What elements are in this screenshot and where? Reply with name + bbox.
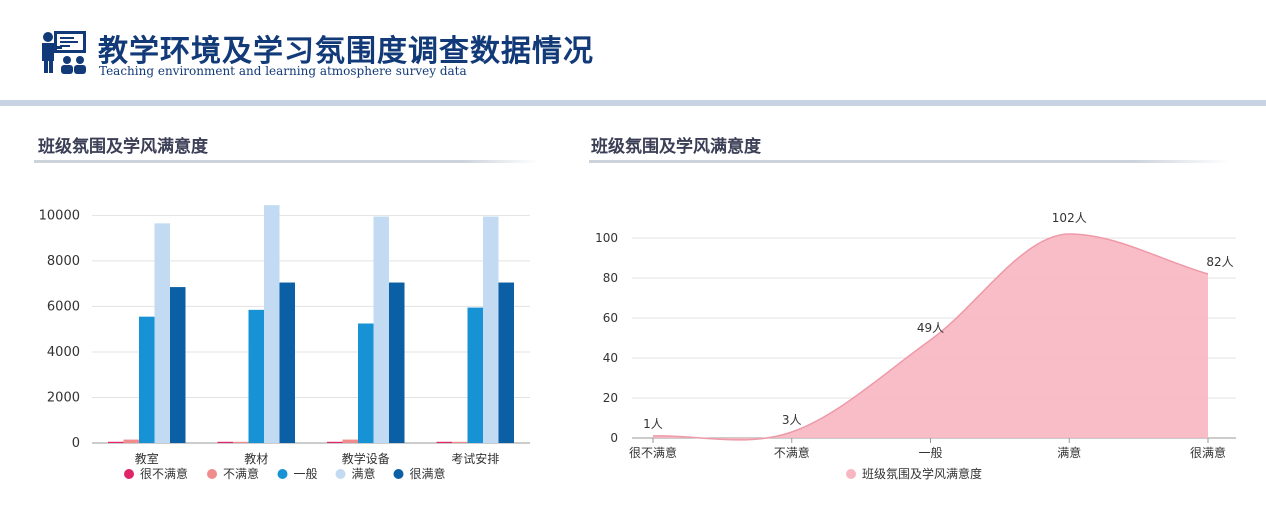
legend-marker [124, 469, 134, 479]
bar [452, 441, 468, 443]
legend-marker [207, 469, 217, 479]
bar [389, 282, 405, 443]
bar [264, 205, 280, 443]
left-panel-divider [34, 160, 539, 163]
legend-item: 很满意 [393, 466, 446, 481]
legend-label: 不满意 [223, 466, 259, 481]
legend-marker [393, 469, 404, 479]
data-label: 1人 [643, 417, 663, 431]
legend-label: 满意 [352, 466, 376, 481]
teacher-classroom-icon [42, 31, 86, 74]
y-tick-label: 6000 [47, 299, 80, 314]
page-header: 教学环境及学习氛围度调查数据情况 Teaching environment an… [0, 0, 1266, 100]
bar [248, 309, 264, 443]
bar [154, 223, 170, 443]
data-label: 49人 [917, 321, 944, 335]
bar [139, 316, 155, 443]
y-tick-label: 0 [610, 431, 618, 445]
bar [467, 307, 483, 443]
legend-marker [846, 469, 856, 479]
legend-item: 一般 [277, 466, 318, 481]
y-tick-label: 100 [595, 231, 618, 245]
area-line [652, 233, 1209, 441]
page-title: 教学环境及学习氛围度调查数据情况 [98, 34, 594, 69]
x-tick-label: 满意 [1057, 445, 1081, 460]
y-tick-label: 2000 [47, 390, 80, 405]
data-label: 102人 [1052, 211, 1087, 225]
y-tick-label: 60 [603, 311, 618, 325]
data-label: 3人 [782, 413, 802, 427]
bar [358, 323, 374, 443]
bar [373, 216, 389, 443]
legend-label: 一般 [294, 466, 318, 481]
bar [170, 287, 186, 443]
legend-item: 很不满意 [124, 466, 188, 481]
bar [483, 216, 499, 443]
legend-label: 很满意 [410, 466, 446, 481]
y-tick-label: 10000 [39, 208, 80, 223]
x-tick-label: 考试安排 [451, 451, 499, 466]
area-fill [653, 234, 1208, 440]
y-tick-label: 20 [603, 391, 618, 405]
legend-marker [335, 469, 346, 479]
y-tick-label: 40 [603, 351, 618, 365]
x-tick-label: 很不满意 [629, 445, 677, 460]
x-tick-label: 一般 [918, 445, 942, 460]
header-divider [0, 100, 1266, 106]
x-tick-label: 很满意 [1190, 445, 1226, 460]
bar [498, 282, 514, 443]
bar [279, 282, 295, 443]
right-panel-title: 班级氛围及学风满意度 [591, 137, 761, 157]
bar [436, 441, 452, 443]
bar [327, 441, 343, 443]
y-tick-label: 8000 [47, 254, 80, 269]
legend-marker [277, 469, 288, 479]
x-tick-label: 不满意 [774, 445, 810, 460]
bar [123, 439, 139, 443]
x-tick-label: 教室 [135, 451, 159, 466]
y-tick-label: 80 [603, 271, 618, 285]
bar [108, 441, 124, 443]
bar [233, 441, 249, 443]
x-tick-label: 教材 [244, 451, 268, 466]
right-panel-divider [589, 160, 1230, 163]
legend-item: 满意 [335, 466, 376, 481]
legend-label: 很不满意 [140, 466, 188, 481]
bar [342, 439, 358, 443]
legend-label: 班级氛围及学风满意度 [862, 466, 982, 481]
page-subtitle: Teaching environment and learning atmosp… [99, 64, 467, 78]
y-tick-label: 4000 [47, 345, 80, 360]
legend-item: 班级氛围及学风满意度 [846, 466, 982, 481]
data-label: 82人 [1206, 255, 1233, 269]
left-panel-title: 班级氛围及学风满意度 [38, 137, 208, 157]
y-tick-label: 0 [72, 436, 80, 451]
x-tick-label: 教学设备 [342, 451, 390, 466]
legend-item: 不满意 [207, 466, 259, 481]
bar [217, 441, 233, 443]
